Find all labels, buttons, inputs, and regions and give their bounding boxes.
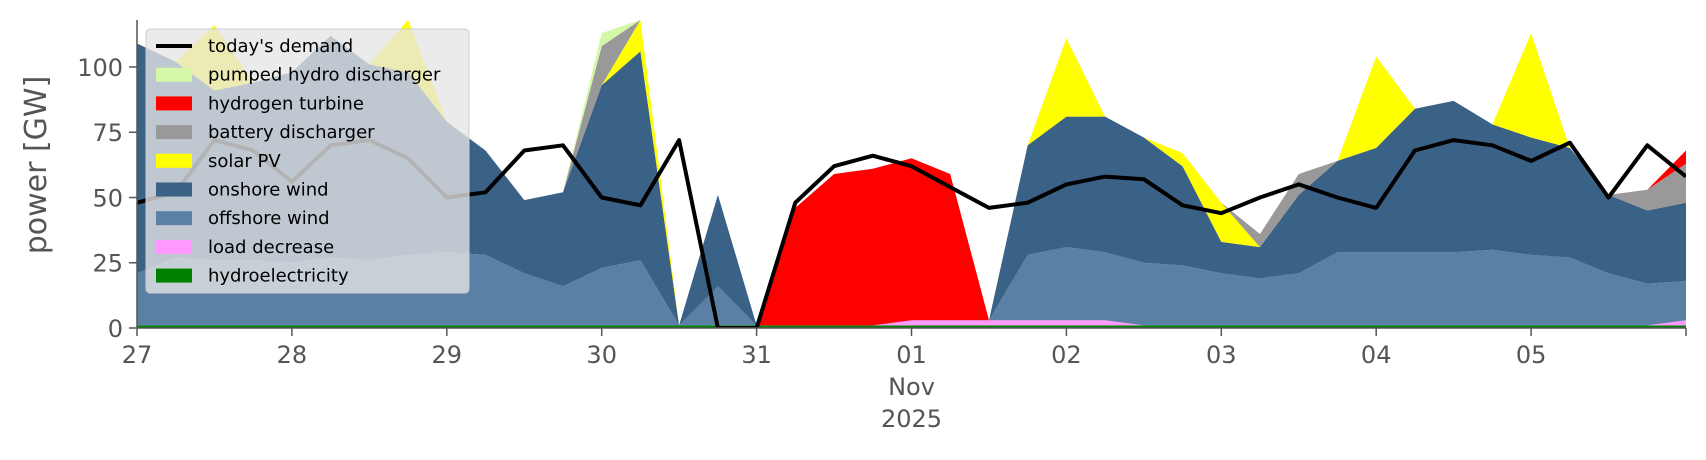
area-offshore-wind (137, 247, 1686, 326)
x-tick-label: 28 (277, 341, 308, 369)
legend-swatch (156, 153, 192, 168)
legend-label: pumped hydro discharger (208, 65, 441, 86)
y-tick-label: 75 (92, 119, 123, 147)
y-axis-label: power [GW] (19, 76, 54, 255)
x-tick-label: 29 (432, 341, 463, 369)
area-hydrogen-turbine (137, 20, 1686, 326)
x-tick-label: 04 (1361, 341, 1392, 369)
x-tick-label: 03 (1206, 341, 1237, 369)
legend-label: hydrogen turbine (208, 93, 364, 114)
legend-box (145, 28, 470, 294)
area-onshore-wind (137, 35, 1686, 326)
axes: 0 25 50 75 100 27 28 29 30 31 01 02 03 04 05 Nov 2025 (77, 20, 1687, 433)
x-tick-label: 01 (896, 341, 927, 369)
y-tick-label: 25 (92, 250, 123, 278)
legend-swatch (156, 182, 192, 197)
legend-swatch (156, 96, 192, 111)
legend-swatch (156, 211, 192, 226)
area-load-decrease (137, 320, 1686, 326)
x-tick-sublabel: Nov (888, 373, 935, 401)
legend-swatch (156, 268, 192, 283)
y-tick-label: 50 (92, 184, 123, 212)
legend-label: today's demand (208, 36, 353, 57)
legend-label: onshore wind (208, 180, 329, 201)
x-tick-label: 05 (1516, 341, 1547, 369)
x-tick-label: 30 (586, 341, 617, 369)
legend-swatch (156, 239, 192, 254)
x-tick-label: 02 (1051, 341, 1082, 369)
legend: today's demand pumped hydro discharger hyd… (145, 28, 470, 294)
x-tick-label: 31 (741, 341, 772, 369)
legend-swatch (156, 125, 192, 140)
legend-label: battery discharger (208, 122, 375, 143)
legend-label: offshore wind (208, 208, 330, 229)
x-tick-label: 27 (122, 341, 153, 369)
legend-label: hydroelectricity (208, 266, 349, 287)
legend-label: solar PV (208, 151, 281, 172)
x-tick-sublabel: 2025 (881, 405, 942, 433)
area-solar-pv (137, 20, 1686, 326)
legend-label: load decrease (208, 237, 334, 258)
y-tick-label: 0 (108, 315, 123, 343)
y-tick-label: 100 (77, 54, 123, 82)
legend-swatch (156, 67, 192, 82)
